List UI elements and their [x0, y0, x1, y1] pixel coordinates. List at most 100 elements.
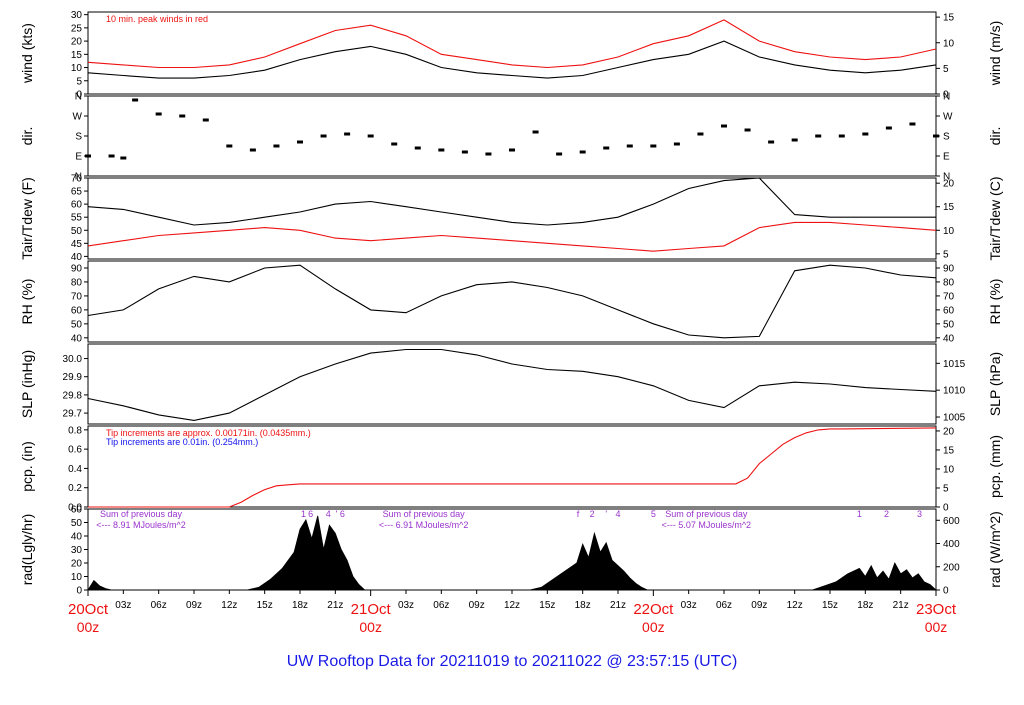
x-tick-label: 09z — [751, 600, 767, 611]
rad-ytick-label: 20 — [71, 559, 83, 570]
pcp-ytick-label: 0.4 — [68, 464, 82, 475]
wind-frame — [87, 11, 937, 95]
wind-ytick-right-label: 15 — [943, 13, 955, 24]
wind-ytick-label: 5 — [76, 76, 82, 87]
slp-frame — [87, 343, 937, 425]
x-tick-label: 03z — [681, 600, 697, 611]
wind-ytick-right-label: 0 — [943, 90, 949, 101]
temp-ylabel: Tair/Tdew (F) — [19, 177, 35, 259]
rad-ytick-label: 30 — [71, 545, 83, 556]
wind-ylabel: wind (kts) — [19, 23, 35, 84]
dir-point — [202, 118, 209, 122]
pcp-ytick-right-label: 10 — [943, 464, 955, 475]
pcp-annotation-red: Tip increments are approx. 0.00171in. (0… — [106, 428, 311, 438]
temp-series-1 — [87, 221, 937, 252]
pcp-frame — [87, 425, 937, 508]
wind-ytick-label: 10 — [71, 63, 83, 74]
temp-ytick-right-label: 15 — [943, 202, 955, 213]
rh-ytick-label: 70 — [71, 291, 83, 302]
dir-point — [556, 152, 563, 156]
dir-ytick-right-label: N — [943, 172, 950, 183]
rad-top-digit: 1 — [301, 509, 306, 519]
dir-point — [579, 150, 586, 154]
rad-top-digit: 6 — [340, 509, 345, 519]
dir-point — [297, 140, 303, 144]
wind-ytick-right-label: 10 — [943, 38, 955, 49]
wind-ytick-label: 0 — [76, 90, 82, 101]
dir-ytick-label: N — [75, 92, 82, 103]
wind-ytick-label: 25 — [71, 23, 83, 34]
dir-point — [791, 138, 798, 142]
slp-ytick-label: 30.0 — [63, 354, 83, 365]
dir-frame — [87, 95, 937, 177]
dir-point — [320, 134, 327, 138]
rh-ylabel: RH (%) — [19, 279, 35, 325]
rh-ytick-right-label: 80 — [943, 277, 955, 288]
rad-top-digit: 3 — [917, 509, 922, 519]
dir-ytick-right-label: E — [943, 152, 950, 163]
temp-ytick-label: 70 — [71, 174, 83, 185]
rh-ytick-right-label: 70 — [943, 291, 955, 302]
x-tick-label: 18z — [857, 600, 873, 611]
x-day-sublabel: 00z — [642, 619, 665, 635]
dir-point — [626, 144, 633, 148]
dir-ytick-label: E — [75, 152, 82, 163]
dir-point — [249, 148, 256, 152]
rad-top-digit: 1 — [857, 509, 862, 519]
wind-ytick-label: 20 — [71, 37, 83, 48]
dir-point — [108, 154, 115, 158]
pcp-ylabel-right: pcp. (mm) — [987, 435, 1003, 498]
rad-top-digit: ' — [605, 509, 607, 519]
dir-ytick-right-label: N — [943, 92, 950, 103]
rh-ytick-right-label: 50 — [943, 319, 955, 330]
pcp-ytick-right-label: 15 — [943, 445, 955, 456]
dir-point — [438, 148, 445, 152]
rad-top-digit: 4 — [615, 509, 620, 519]
dir-point — [862, 132, 869, 136]
dir-point — [768, 140, 775, 144]
temp-ytick-label: 60 — [71, 200, 83, 211]
rad-ytick-label: 0 — [76, 586, 82, 597]
x-tick-label: 12z — [221, 600, 237, 611]
slp-ytick-right-label: 1010 — [943, 386, 966, 397]
panel-pcp: 0.0 0.2 0.4 0.6 0.8 0 5 10 15 20 pcp. (in) pcp. (mm… — [19, 425, 1003, 513]
dir-ylabel-right: dir. — [987, 127, 1003, 146]
dir-point — [155, 112, 162, 116]
dir-point — [179, 114, 186, 118]
x-tick-label: 21z — [893, 600, 909, 611]
x-day-sublabel: 00z — [359, 619, 382, 635]
x-day-label: 22Oct — [633, 601, 674, 618]
x-tick-label: 15z — [257, 600, 273, 611]
x-tick-label: 06z — [433, 600, 449, 611]
x-tick-label: 09z — [469, 600, 485, 611]
x-tick-label: 18z — [292, 600, 308, 611]
pcp-ylabel: pcp. (in) — [19, 441, 35, 492]
x-tick-label: 12z — [787, 600, 803, 611]
pcp-annotation-blue: Tip increments are 0.01in. (0.254mm.) — [106, 437, 258, 447]
rad-top-digit: 2 — [884, 509, 889, 519]
temp-ytick-right-label: 10 — [943, 226, 955, 237]
rh-ytick-label: 90 — [71, 263, 83, 274]
wind-ylabel-right: wind (m/s) — [987, 21, 1003, 87]
dir-point — [933, 134, 939, 138]
pcp-ytick-label: 0.8 — [68, 425, 82, 436]
slp-ytick-right-label: 1015 — [943, 359, 966, 370]
pcp-ytick-right-label: 5 — [943, 483, 949, 494]
panel-temp: 40 45 50 55 60 65 70 5 10 15 20 Tair/Tdew (F) Tair/T… — [19, 174, 1003, 263]
temp-frame — [87, 177, 937, 260]
wind-ytick-right-label: 5 — [943, 64, 949, 75]
dir-point — [721, 124, 727, 128]
pcp-ytick-right-label: 0 — [943, 503, 949, 514]
dir-ytick-label: N — [75, 172, 82, 183]
rad-sum-label: Sum of previous day — [383, 509, 466, 519]
chart-title: UW Rooftop Data for 20211019 to 20211022… — [287, 653, 738, 670]
x-tick-label: 09z — [186, 600, 202, 611]
rh-ytick-right-label: 60 — [943, 305, 955, 316]
rad-ytick-label: 50 — [71, 518, 83, 529]
dir-point — [344, 132, 351, 136]
rad-sum-label: Sum of previous day — [665, 509, 748, 519]
